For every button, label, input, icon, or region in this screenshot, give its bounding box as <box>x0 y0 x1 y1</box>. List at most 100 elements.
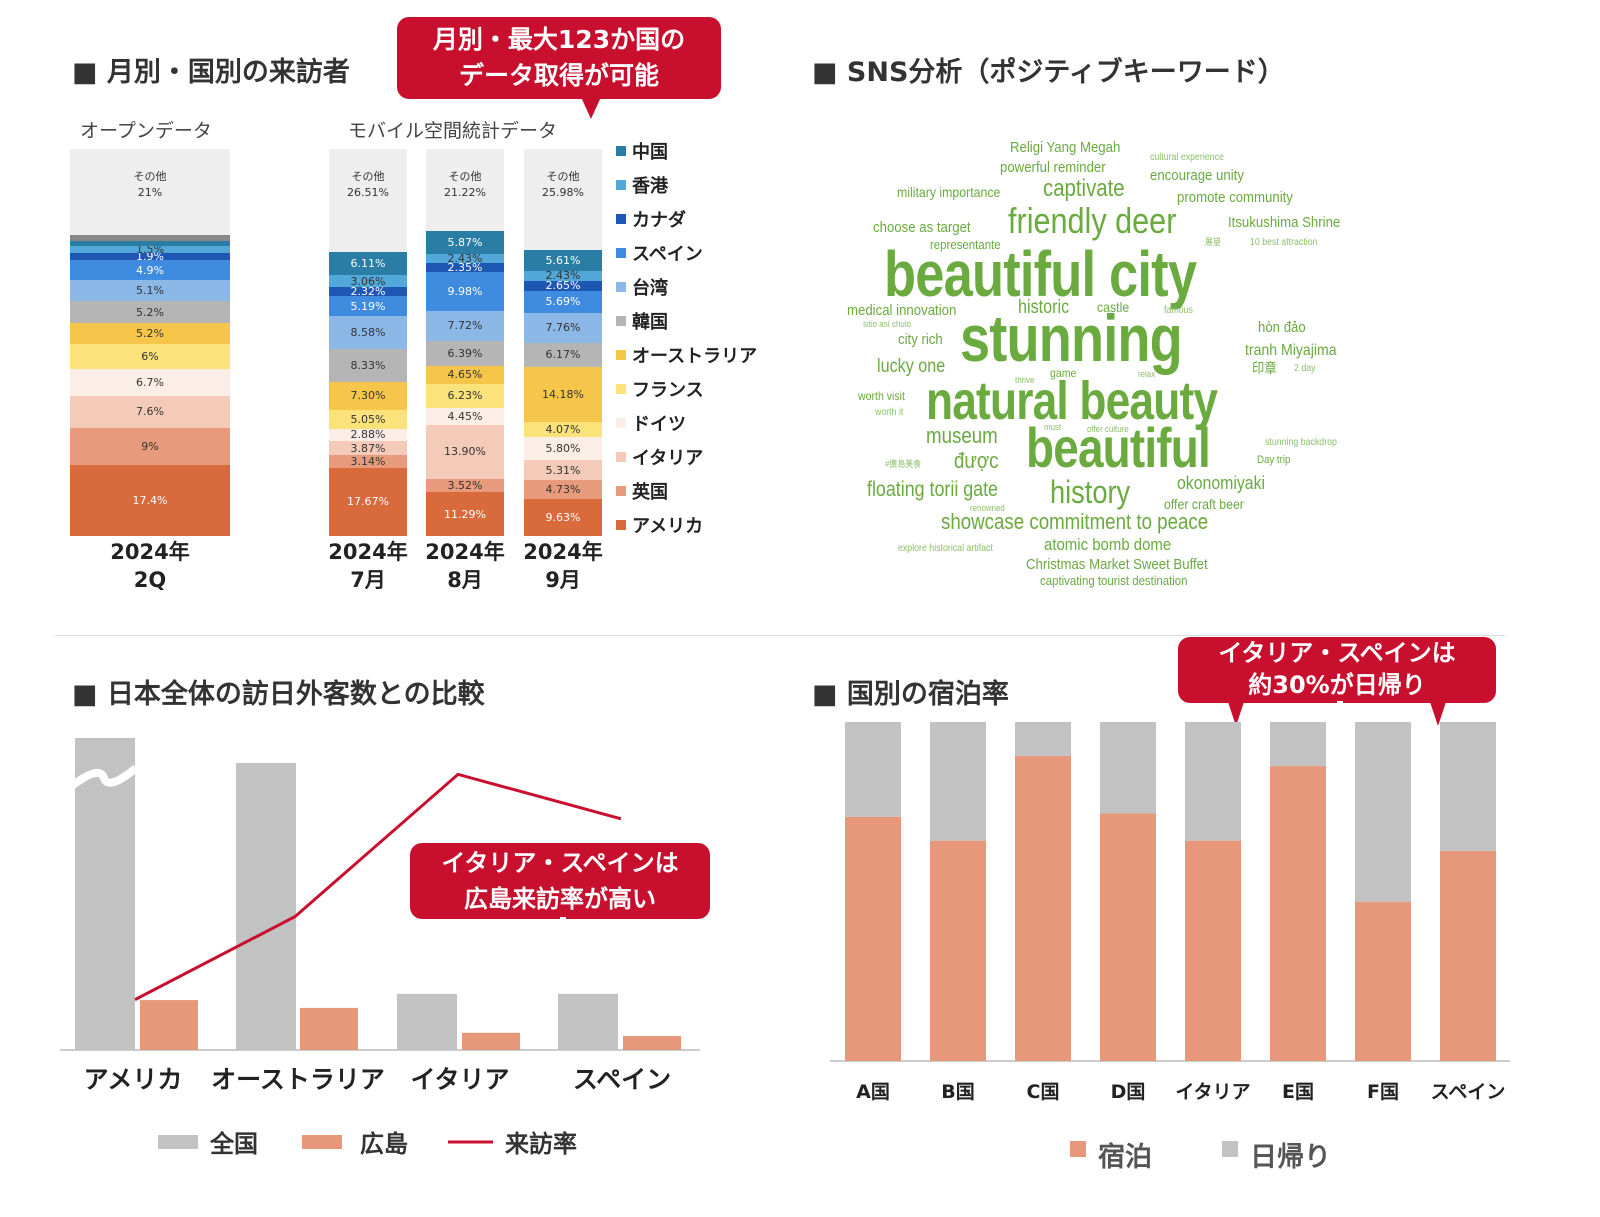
segment-label: 4.9% <box>136 263 164 277</box>
segment-label: 17.67% <box>347 495 389 509</box>
word-cloud: Religi Yang Megah cultural experience powe… <box>847 140 1341 588</box>
stack-segment: 2.43% <box>524 271 602 281</box>
bar-daytrip <box>1100 722 1156 814</box>
x-tick-label: スペイン <box>1431 1081 1506 1103</box>
legend-swatch <box>616 384 626 394</box>
legend-label: イタリア <box>632 448 704 469</box>
cloud-word: sitio así chulo <box>863 319 911 329</box>
bar-daytrip <box>1440 722 1496 851</box>
cloud-word: Itsukushima Shrine <box>1228 214 1341 231</box>
segment-label: 6.17% <box>545 348 581 362</box>
cloud-word: representante <box>930 237 1001 252</box>
cloud-word: must <box>1044 422 1062 432</box>
stack-segment <box>70 235 230 242</box>
bar-total <box>75 738 135 1050</box>
section4-title: ■ 国別の宿泊率 <box>812 679 1009 710</box>
section3-callout-line2: 広島来訪率が高い <box>464 885 656 913</box>
section4-callout: イタリア・スペインは 約30%が日帰り <box>1178 637 1496 707</box>
legend-swatch <box>616 180 626 190</box>
stack-segment: 3.14% <box>329 455 407 468</box>
legend-swatch-total <box>158 1135 198 1149</box>
segment-label: 5.31% <box>545 463 581 477</box>
cloud-word: museum <box>926 423 998 448</box>
cloud-word: promote community <box>1177 189 1293 206</box>
stack-segment: 5.69% <box>524 290 602 313</box>
segment-label: 4.45% <box>447 409 483 423</box>
cloud-word: captivating tourist destination <box>1040 573 1188 588</box>
segment-label: 6% <box>141 349 159 363</box>
x-tick-label: イタリア <box>1175 1081 1250 1103</box>
segment-label: 5.1% <box>136 284 164 298</box>
bar-stay <box>930 840 986 1061</box>
bar-stay <box>1440 850 1496 1061</box>
stack-segment: 4.9% <box>70 260 230 281</box>
bar-daytrip <box>1355 722 1411 902</box>
segment-label: その他 21.22% <box>444 170 486 200</box>
cloud-word: stunning backdrop <box>1265 437 1337 448</box>
stack-segment: 2.88% <box>329 429 407 441</box>
stack-segment: 6.39% <box>426 340 504 366</box>
legend-swatch-daytrip <box>1222 1141 1238 1157</box>
cloud-word: military importance <box>897 184 1001 200</box>
cloud-word: 展望 <box>1205 237 1221 247</box>
cloud-word: 印章 <box>1252 360 1277 376</box>
segment-label: 11.29% <box>444 507 486 521</box>
segment-label: 5.61% <box>545 253 581 267</box>
segment-label: 7.72% <box>447 319 483 333</box>
cloud-word: game <box>1050 366 1077 380</box>
section3-title: ■ 日本全体の訪日外客数との比較 <box>72 679 485 710</box>
bar-hiroshima <box>140 1000 198 1050</box>
legend-item: フランス <box>616 376 704 402</box>
stack-segment: 6.11% <box>329 251 407 276</box>
segment-label: 4.73% <box>545 483 581 497</box>
legend-label: フランス <box>632 380 704 401</box>
legend-item: イタリア <box>616 444 703 470</box>
axis-break <box>70 764 139 789</box>
section4-callout-line1: イタリア・スペインは <box>1218 639 1456 667</box>
legend-item: 香港 <box>616 172 668 198</box>
cloud-word: tranh Miyajima <box>1245 342 1337 359</box>
segment-label: 1.9% <box>136 252 164 261</box>
cloud-word: renowned <box>970 503 1005 513</box>
legend-swatch <box>616 418 626 428</box>
stack-segment: 3.06% <box>329 275 407 288</box>
segment-label: 6.39% <box>447 346 483 360</box>
stack-segment: 5.05% <box>329 409 407 430</box>
cloud-word: okonomiyaki <box>1177 473 1266 493</box>
cloud-word: #廣島美食 <box>885 459 922 469</box>
stack-segment: 2.65% <box>524 280 602 291</box>
stack-segment: 4.07% <box>524 421 602 438</box>
segment-label: 7.76% <box>545 321 581 335</box>
bar-total <box>236 762 296 1050</box>
bar-stay <box>1185 840 1241 1061</box>
segment-label: 2.88% <box>350 429 386 441</box>
cloud-word: 2 day <box>1294 363 1316 374</box>
stack-segment: 2.35% <box>426 263 504 273</box>
cloud-word: floating torii gate <box>867 478 998 501</box>
cloud-word: natural beauty <box>926 371 1218 431</box>
bar-total <box>397 993 457 1050</box>
legend-swatch <box>616 486 626 496</box>
stack-segment: 5.2% <box>70 322 230 345</box>
legend-label: 広島 <box>360 1130 408 1158</box>
cloud-word: worth it <box>875 407 904 418</box>
legend-swatch-stay <box>1070 1141 1086 1157</box>
cloud-word: 10 best attraction <box>1250 237 1318 248</box>
cloud-word: explore historical artifact <box>898 543 993 554</box>
cloud-word: thrive <box>1015 375 1035 385</box>
x-tick-label: アメリカ <box>84 1065 183 1094</box>
segment-label: 5.69% <box>545 295 581 309</box>
cloud-word: stunning <box>960 301 1183 375</box>
cloud-word: history <box>1050 474 1131 510</box>
legend-item: 韓国 <box>616 308 668 334</box>
legend-label: 来訪率 <box>505 1130 577 1158</box>
stack-segment: 6.7% <box>70 368 230 397</box>
cloud-word: Christmas Market Sweet Buffet <box>1026 556 1208 573</box>
legend-swatch <box>616 520 626 530</box>
stack-segment: 5.80% <box>524 437 602 460</box>
segment-label: 3.06% <box>350 275 386 288</box>
segment-label: 3.52% <box>447 479 483 492</box>
legend-label: 全国 <box>209 1130 258 1158</box>
stack-segment: 4.73% <box>524 480 602 499</box>
